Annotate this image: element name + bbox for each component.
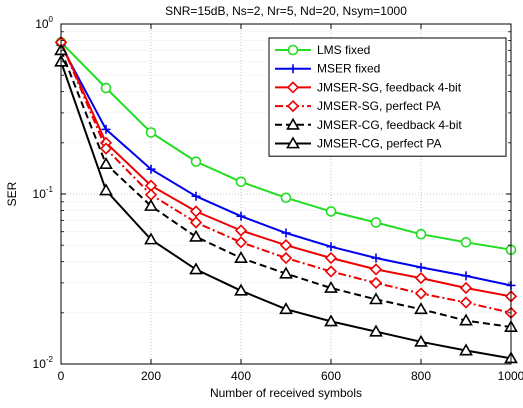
- legend: LMS fixed MSER fixed JMSER-SG, feedback 4-…: [268, 37, 507, 157]
- data-point-plus: [191, 191, 201, 201]
- data-point-triangle: [369, 324, 383, 337]
- data-point-plus: [146, 164, 156, 174]
- plot-area: [54, 36, 518, 364]
- legend-label: JMSER-SG, feedback 4-bit: [317, 80, 462, 94]
- y-tick-label: 10-1: [33, 185, 54, 201]
- y-tick-label: 10-2: [33, 355, 54, 371]
- y-tick-label-exponent: -1: [46, 185, 54, 194]
- series-line: [60, 41, 512, 314]
- y-tick-label-base: 10: [33, 357, 47, 371]
- data-point-circle: [145, 127, 157, 138]
- data-point-diamond: [459, 281, 473, 295]
- y-tick-label-exponent: 0: [49, 15, 54, 24]
- data-point-diamond: [414, 287, 428, 300]
- data-point-diamond: [414, 271, 428, 285]
- data-point-plus: [101, 124, 111, 134]
- data-point-diamond: [459, 296, 473, 309]
- legend-item: MSER fixed: [275, 62, 380, 76]
- data-point-diamond: [189, 205, 203, 218]
- data-point-circle: [235, 176, 247, 188]
- series-1: [56, 40, 516, 290]
- data-point-triangle: [369, 292, 383, 305]
- data-point-triangle: [144, 198, 158, 211]
- y-tick-label-base: 10: [35, 17, 49, 31]
- legend-item: JMSER-CG, feedback 4-bit: [275, 117, 462, 132]
- data-point-plus: [236, 211, 246, 221]
- x-axis-label: Number of received symbols: [210, 386, 362, 400]
- x-tick-label: 1000: [498, 369, 523, 383]
- chart-title: SNR=15dB, Ns=2, Nr=5, Nd=20, Nsym=1000: [165, 4, 407, 18]
- data-point-triangle: [234, 283, 248, 296]
- data-point-diamond: [369, 276, 383, 290]
- legend-item: JMSER-SG, perfect PA: [275, 99, 441, 113]
- legend-item: JMSER-CG, perfect PA: [275, 136, 441, 151]
- x-tick-label: 400: [231, 369, 251, 383]
- x-tick-label: 600: [321, 369, 341, 383]
- data-point-triangle: [324, 280, 338, 293]
- data-point-plus: [326, 242, 336, 252]
- legend-label: JMSER-CG, perfect PA: [317, 137, 441, 151]
- legend-label: LMS fixed: [317, 43, 370, 57]
- data-point-triangle: [189, 262, 203, 275]
- legend-label: JMSER-SG, perfect PA: [317, 99, 441, 113]
- data-point-circle: [287, 44, 299, 56]
- data-point-circle: [100, 82, 112, 94]
- data-point-diamond: [279, 251, 293, 265]
- data-point-triangle: [414, 334, 428, 347]
- data-point-circle: [325, 206, 337, 217]
- data-point-circle: [370, 217, 382, 228]
- data-point-circle: [415, 228, 427, 240]
- data-point-triangle: [459, 343, 473, 356]
- data-point-diamond: [324, 251, 338, 265]
- data-point-diamond: [286, 81, 300, 94]
- series-3: [54, 36, 518, 319]
- data-point-diamond: [234, 236, 248, 249]
- data-point-triangle: [286, 117, 300, 130]
- data-point-triangle: [324, 314, 338, 327]
- data-point-plus: [416, 262, 426, 272]
- data-point-diamond: [189, 216, 203, 229]
- data-point-triangle: [286, 136, 300, 149]
- data-point-plus: [288, 64, 298, 74]
- data-point-triangle: [189, 229, 203, 242]
- series-2: [54, 36, 518, 303]
- y-tick-label-exponent: -2: [46, 355, 54, 364]
- data-point-triangle: [279, 266, 293, 279]
- data-point-circle: [460, 236, 472, 248]
- data-point-plus: [281, 228, 291, 238]
- data-point-circle: [280, 192, 292, 204]
- legend-box: [268, 37, 507, 157]
- data-point-diamond: [369, 263, 383, 276]
- series-4: [54, 43, 518, 332]
- y-tick-label-base: 10: [33, 187, 47, 201]
- legend-item: LMS fixed: [275, 43, 370, 57]
- data-point-diamond: [279, 239, 293, 252]
- x-tick-label: 200: [141, 369, 161, 383]
- data-point-diamond: [234, 224, 248, 237]
- data-point-diamond: [324, 265, 338, 278]
- data-point-triangle: [459, 313, 473, 326]
- legend-label: MSER fixed: [317, 62, 380, 76]
- data-point-triangle: [279, 302, 293, 315]
- data-point-triangle: [144, 232, 158, 245]
- data-point-diamond: [99, 142, 113, 155]
- series-5: [54, 54, 518, 364]
- data-point-diamond: [286, 99, 300, 113]
- legend-label: JMSER-CG, feedback 4-bit: [317, 118, 462, 132]
- y-tick-label: 100: [35, 15, 53, 31]
- x-tick-label: 0: [58, 369, 65, 383]
- data-point-plus: [371, 253, 381, 263]
- data-point-triangle: [234, 250, 248, 263]
- data-point-plus: [461, 271, 471, 281]
- legend-item: JMSER-SG, feedback 4-bit: [275, 80, 462, 94]
- data-point-triangle: [99, 156, 113, 169]
- data-point-triangle: [99, 183, 113, 196]
- data-point-triangle: [414, 302, 428, 315]
- data-point-diamond: [144, 188, 158, 201]
- x-tick-label: 800: [411, 369, 431, 383]
- y-axis-label: SER: [5, 181, 19, 206]
- data-point-circle: [190, 156, 202, 167]
